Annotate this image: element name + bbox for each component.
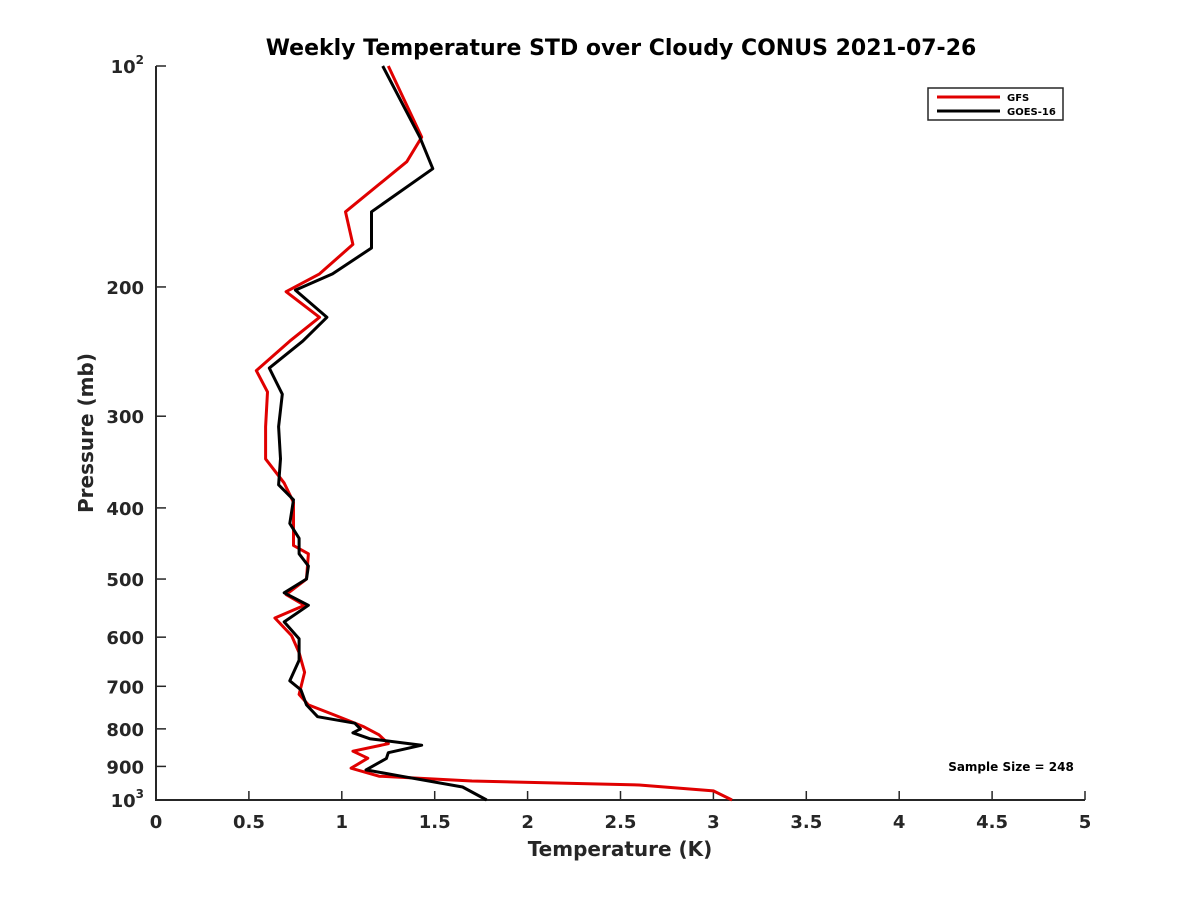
legend-label-gfs: GFS	[1007, 93, 1029, 104]
y-tick-label: 800	[106, 720, 144, 741]
x-tick-label: 0.5	[233, 812, 265, 833]
series-lines	[254, 65, 733, 802]
x-tick-label: 3.5	[790, 812, 822, 833]
x-axis-label: Temperature (K)	[528, 837, 713, 861]
y-tick-exponent: 2	[136, 53, 144, 67]
y-tick-label: 700	[106, 677, 144, 698]
legend-label-goes16: GOES-16	[1007, 107, 1056, 118]
legend: GFS GOES-16	[927, 87, 1064, 121]
series-line-goes16	[267, 65, 488, 802]
y-tick-exponent: 3	[136, 787, 144, 801]
y-tick-label: 600	[106, 628, 144, 649]
x-tick-label: 0	[150, 812, 163, 833]
x-tick-label: 5	[1079, 812, 1092, 833]
y-tick-label: 300	[106, 407, 144, 428]
x-tick-label: 3	[707, 812, 720, 833]
y-tick-label: 500	[106, 570, 144, 591]
legend-box	[927, 87, 1064, 121]
plot-area: 0 0.5 1 1.5 2 2.5 3 3.5 4 4.5 5 1 0 2 200 300 400 500 600…	[106, 53, 1091, 833]
sample-size-annotation: Sample Size = 248	[948, 760, 1074, 774]
y-tick-label: 200	[106, 278, 144, 299]
x-axis-ticks: 0 0.5 1 1.5 2 2.5 3 3.5 4 4.5 5	[150, 791, 1092, 833]
x-tick-label: 1.5	[419, 812, 451, 833]
y-axis-label: Pressure (mb)	[74, 353, 98, 513]
x-tick-label: 4.5	[976, 812, 1008, 833]
x-tick-label: 2	[521, 812, 534, 833]
x-tick-label: 1	[336, 812, 349, 833]
x-tick-label: 2.5	[605, 812, 637, 833]
x-tick-label: 4	[893, 812, 906, 833]
y-tick-label: 900	[106, 757, 144, 778]
y-tick-label: 400	[106, 499, 144, 520]
chart-title: Weekly Temperature STD over Cloudy CONUS…	[266, 36, 977, 61]
